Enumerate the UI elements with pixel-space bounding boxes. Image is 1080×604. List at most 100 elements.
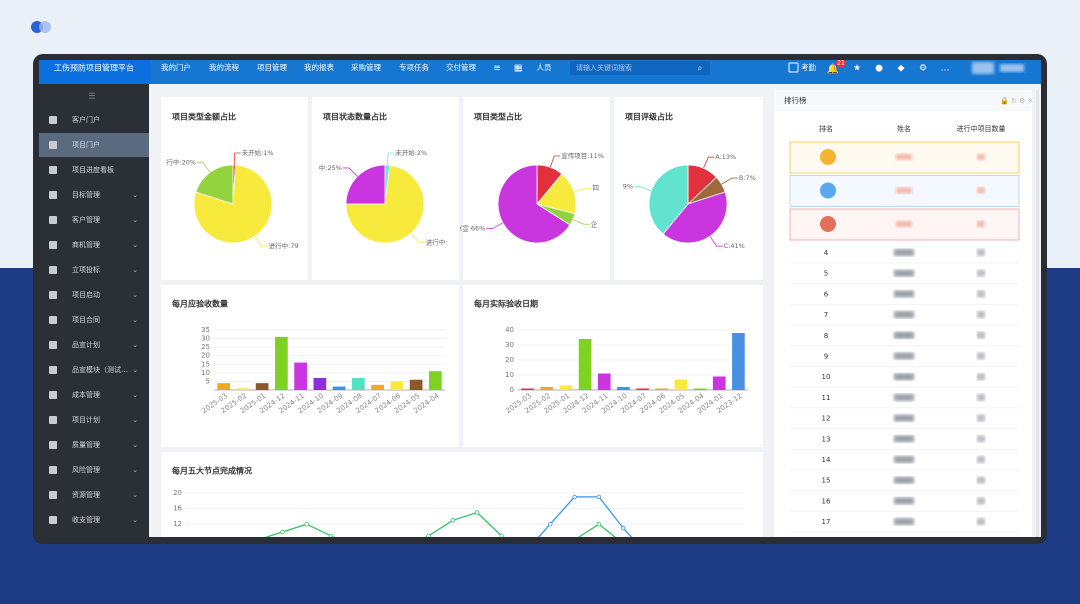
sidebar-icon: [49, 241, 57, 249]
bar: [255, 383, 269, 390]
label-line: [709, 236, 723, 247]
sidebar-item[interactable]: 质量管理: [72, 440, 100, 449]
sidebar-item[interactable]: 风险管理: [72, 465, 100, 474]
column-header: 进行中项目数量: [957, 124, 1006, 133]
sidebar-item[interactable]: 立项投标: [72, 265, 100, 274]
y-tick-label: 5: [206, 377, 210, 385]
sidebar-item[interactable]: 品宣模块（测试…: [72, 365, 128, 374]
chart-title: 项目状态数量占比: [323, 112, 387, 122]
pie-label: 进行中:: [426, 237, 448, 246]
sidebar-icon: [49, 441, 57, 449]
sidebar-item[interactable]: 项目进度看板: [72, 165, 114, 174]
panel: [463, 285, 763, 447]
medal: [820, 149, 836, 165]
bar: [540, 387, 554, 390]
sidebar-icon: [49, 166, 57, 174]
blurred-name: [894, 373, 914, 381]
y-tick-label: 12: [173, 520, 182, 528]
sidebar-item[interactable]: 成本管理: [72, 390, 100, 399]
pie-label: C:41%: [724, 242, 745, 250]
label-line: [721, 177, 738, 185]
label-line: [634, 186, 652, 192]
blurred-name: [894, 290, 914, 298]
toolbar-icon[interactable]: …: [941, 64, 950, 74]
toolbar-icon[interactable]: ★: [853, 64, 861, 74]
attendance-icon[interactable]: [788, 62, 799, 73]
chart-title: 项目评级占比: [625, 112, 673, 122]
pie-slice: [648, 164, 689, 235]
rank-number: 16: [822, 497, 831, 505]
rank-number: 14: [822, 456, 831, 464]
search-placeholder[interactable]: 请输入关键词搜索: [576, 63, 632, 72]
toolbar-icon[interactable]: ●: [875, 64, 883, 74]
nav-item[interactable]: 我的门户: [161, 62, 191, 72]
blurred-count: [977, 187, 985, 194]
sidebar-item[interactable]: 资源管理: [72, 490, 100, 499]
label-line: [387, 152, 395, 166]
blurred-count: [977, 249, 985, 256]
sidebar-item[interactable]: 目标管理: [72, 190, 100, 199]
sidebar-item[interactable]: 项目启动: [72, 290, 100, 299]
user-name: [1000, 64, 1024, 72]
chevron: ⌄: [132, 366, 138, 374]
bar: [409, 379, 423, 390]
pie-label: 未开始:2%: [395, 148, 427, 157]
y-tick-label: 20: [505, 356, 514, 364]
blurred-count: [977, 414, 985, 422]
chevron: ⌄: [132, 491, 138, 499]
blurred-name: [894, 269, 914, 277]
chart-title: 每月实际验收日期: [474, 299, 538, 309]
pie-slice: [195, 164, 234, 205]
sidebar-icon: [49, 266, 57, 274]
blurred-name: [894, 414, 914, 422]
blurred-count: [977, 393, 985, 401]
nav-item[interactable]: 项目管理: [257, 62, 287, 72]
sidebar: [39, 84, 149, 537]
attendance[interactable]: 考勤: [801, 62, 816, 72]
sidebar-icon: [49, 391, 57, 399]
sidebar-item[interactable]: 客户门户: [72, 115, 100, 124]
sidebar-icon: [49, 516, 57, 524]
nav-item[interactable]: 采购管理: [351, 62, 381, 72]
blurred-name: [894, 456, 914, 463]
sidebar-item[interactable]: 项目计划: [72, 415, 100, 424]
label-line: [486, 222, 504, 229]
sidebar-item[interactable]: 客户管理: [72, 215, 100, 224]
toolbar-icon[interactable]: ⚙: [919, 64, 927, 74]
chevron: ⌄: [132, 466, 138, 474]
sidebar-item[interactable]: 商机管理: [72, 240, 100, 249]
panel-tools[interactable]: 🔒 ↻ ⚙ ✕: [1000, 97, 1033, 105]
people-select[interactable]: 人员: [537, 63, 552, 72]
user-avatar[interactable]: [972, 62, 994, 74]
nav-item[interactable]: 我的流程: [209, 62, 239, 72]
blurred-name: [894, 476, 914, 484]
search-icon[interactable]: ⌕: [698, 64, 702, 73]
y-tick-label: 20: [173, 489, 182, 497]
line-point: [426, 533, 431, 537]
sidebar-item[interactable]: 项目合同: [72, 315, 100, 324]
sidebar-icon: [49, 466, 57, 474]
nav-item[interactable]: 专项任务: [399, 62, 429, 72]
toolbar-icon[interactable]: ◆: [898, 64, 905, 74]
search-box[interactable]: [570, 61, 710, 75]
app-title: 工伤预防项目管理平台: [54, 63, 134, 73]
bell-icon[interactable]: 🔔: [827, 63, 839, 75]
grid-icon[interactable]: ▦: [514, 64, 523, 74]
chevron: ⌄: [132, 416, 138, 424]
blurred-name: [894, 331, 914, 339]
y-tick-label: 15: [201, 360, 210, 368]
sidebar-item[interactable]: 项目门户: [72, 140, 100, 149]
sidebar-item[interactable]: 收支管理: [72, 515, 100, 524]
nav-item[interactable]: 交付管理: [446, 62, 476, 72]
bar: [390, 381, 404, 390]
line-series: [264, 511, 616, 537]
blurred-count: [977, 221, 985, 227]
pie-label: 进行中:79: [269, 241, 299, 250]
nav-item[interactable]: 我的报表: [304, 62, 334, 72]
column-header: 姓名: [897, 124, 911, 133]
sidebar-item[interactable]: 品宣计划: [72, 340, 100, 349]
sidebar-icon: [49, 341, 57, 349]
sidebar-toggle[interactable]: ☰: [88, 92, 95, 101]
menu-icon[interactable]: ≡: [493, 64, 501, 74]
